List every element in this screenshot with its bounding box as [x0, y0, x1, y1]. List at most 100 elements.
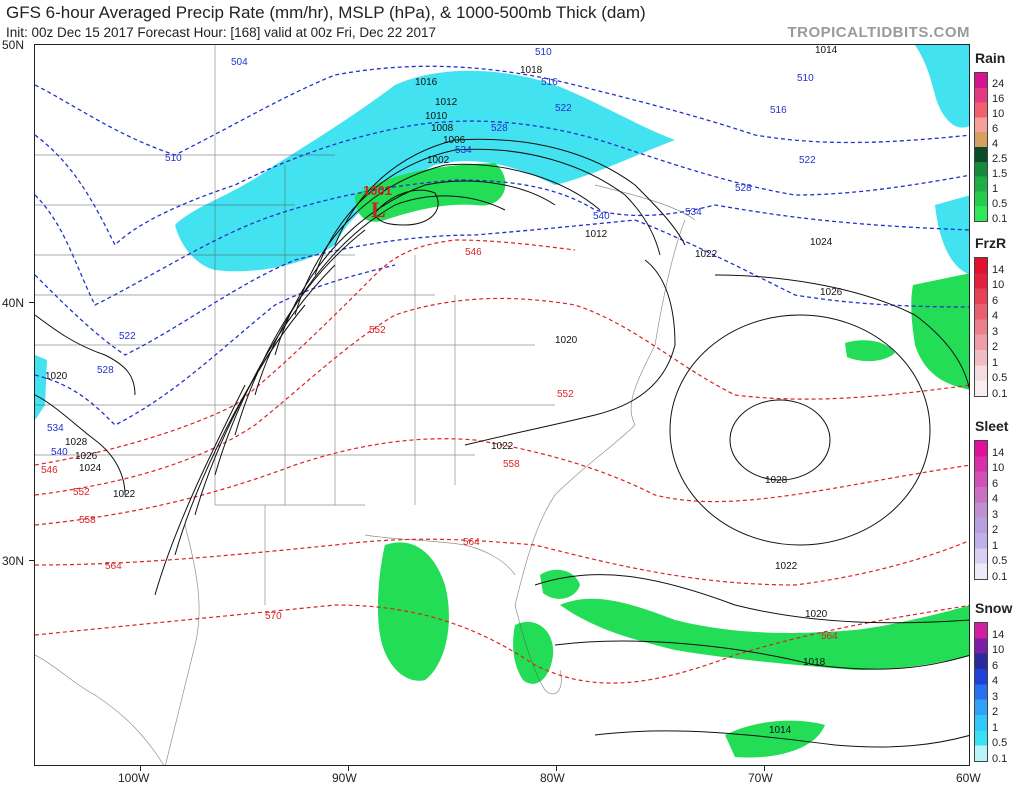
- thickness-cold-labels: 504 510 510 516 516 522 528 534 540 534 …: [47, 47, 816, 458]
- legend-label: 4: [992, 138, 999, 150]
- map-title: GFS 6-hour Averaged Precip Rate (mm/hr),…: [6, 3, 646, 22]
- mslp-label: 1022: [695, 249, 718, 260]
- mslp-label: 1022: [775, 561, 798, 572]
- lat-label-50n: 50N: [2, 38, 25, 52]
- thickness-cold-contours: [35, 65, 969, 426]
- mslp-label: 1024: [79, 463, 102, 474]
- thickness-label: 552: [557, 389, 574, 400]
- lat-label-30n: 30N: [2, 554, 25, 568]
- snow-precip-area: [35, 45, 969, 420]
- thickness-label: 552: [369, 325, 386, 336]
- legend-label: 6: [992, 659, 999, 672]
- mslp-label: 1018: [520, 65, 543, 76]
- thickness-label: 522: [119, 331, 136, 342]
- thickness-label: 516: [541, 77, 558, 88]
- legend-label: 0.1: [992, 571, 1008, 583]
- thickness-label: 564: [821, 631, 838, 642]
- thickness-label: 510: [535, 47, 552, 58]
- lon-label-90w: 90W: [332, 771, 357, 785]
- legend-title-sleet: Sleet: [975, 418, 1009, 434]
- lon-tick: [348, 766, 349, 771]
- thickness-label: 510: [165, 153, 182, 164]
- legend-label: 10: [992, 279, 1005, 292]
- legend-label: 2: [992, 706, 999, 719]
- lon-tick: [140, 766, 141, 771]
- mslp-label: 1026: [75, 451, 98, 462]
- legend-label: 1: [992, 356, 999, 369]
- legend-label: 1: [992, 539, 999, 552]
- mslp-label: 1020: [555, 335, 578, 346]
- mslp-label: 1022: [491, 441, 514, 452]
- lon-label-80w: 80W: [540, 771, 565, 785]
- legend-label: 0.5: [992, 198, 1008, 210]
- legend-label: 0.5: [992, 555, 1008, 568]
- rain-precip-area: [355, 163, 969, 758]
- legend-label: 1: [992, 721, 999, 734]
- thickness-label: 552: [73, 487, 90, 498]
- mslp-label: 1028: [65, 437, 88, 448]
- legend-label: 3: [992, 325, 999, 338]
- mslp-label: 1012: [435, 97, 458, 108]
- thickness-label: 504: [231, 57, 248, 68]
- mslp-label: 1028: [765, 475, 788, 486]
- legend-title-snow: Snow: [975, 600, 1013, 616]
- mslp-label: 1010: [425, 111, 448, 122]
- lat-label-40n: 40N: [2, 296, 25, 310]
- mslp-label: 1006: [443, 135, 466, 146]
- lon-label-60w: 60W: [956, 771, 981, 785]
- thickness-label: 534: [685, 207, 702, 218]
- map-borders: [35, 45, 696, 765]
- legend-label: 10: [992, 462, 1005, 475]
- thickness-label: 534: [455, 145, 472, 156]
- thickness-label: 528: [735, 183, 752, 194]
- mslp-label: 1022: [113, 489, 136, 500]
- legend-colorbar-sleet: [974, 440, 988, 580]
- legend-label: 6: [992, 477, 999, 490]
- thickness-label: 558: [79, 515, 96, 526]
- legend-label: 4: [992, 310, 999, 323]
- thickness-warm-contours: [35, 239, 969, 684]
- lon-tick: [764, 766, 765, 771]
- low-pressure-marker: 1001 L: [363, 183, 392, 222]
- legend-label: 3: [992, 508, 999, 521]
- lon-label-70w: 70W: [748, 771, 773, 785]
- legend-label: 4: [992, 675, 999, 688]
- mslp-label: 1002: [427, 155, 450, 166]
- thickness-label: 558: [503, 459, 520, 470]
- legend-colorbar-frzr: [974, 257, 988, 397]
- map-canvas: 1001 L 1018 1016 1014 1012 1010 1008 100…: [35, 45, 969, 765]
- thickness-label: 546: [41, 465, 58, 476]
- legend-label: 1: [992, 183, 999, 195]
- legend-label: 0.5: [992, 737, 1008, 750]
- legend-label: 16: [992, 93, 1005, 105]
- legend-label: 0.1: [992, 388, 1008, 400]
- mslp-isobars: [35, 138, 969, 748]
- map-panel: 1001 L 1018 1016 1014 1012 1010 1008 100…: [34, 44, 970, 766]
- lat-tick: [29, 302, 34, 303]
- mslp-label: 1024: [810, 237, 833, 248]
- thickness-label: 528: [97, 365, 114, 376]
- legend-label: 10: [992, 108, 1005, 120]
- legend-colorbar-rain: [974, 72, 988, 222]
- legend-label: 6: [992, 294, 999, 307]
- legend-label: 14: [992, 446, 1005, 459]
- legend-label: 0.1: [992, 753, 1008, 765]
- mslp-label: 1020: [805, 609, 828, 620]
- legend-title-rain: Rain: [975, 50, 1006, 66]
- mslp-label: 1016: [415, 77, 438, 88]
- mslp-label: 1014: [815, 45, 838, 56]
- legend-label: 14: [992, 628, 1005, 641]
- thickness-label: 516: [770, 105, 787, 116]
- thickness-warm-labels: 546 552 552 558 564 546 552 558 564 570 …: [41, 247, 838, 642]
- mslp-label: 1020: [45, 371, 68, 382]
- legend-title-frzr: FrzR: [975, 235, 1007, 251]
- thickness-label: 540: [51, 447, 68, 458]
- thickness-label: 540: [593, 211, 610, 222]
- mslp-labels: 1018 1016 1014 1012 1010 1008 1006 1002 …: [45, 45, 843, 736]
- legend-label: 0.1: [992, 213, 1008, 225]
- thickness-label: 564: [105, 561, 122, 572]
- thickness-label: 564: [463, 537, 480, 548]
- thickness-label: 546: [465, 247, 482, 258]
- thickness-label: 570: [265, 611, 282, 622]
- lon-tick: [556, 766, 557, 771]
